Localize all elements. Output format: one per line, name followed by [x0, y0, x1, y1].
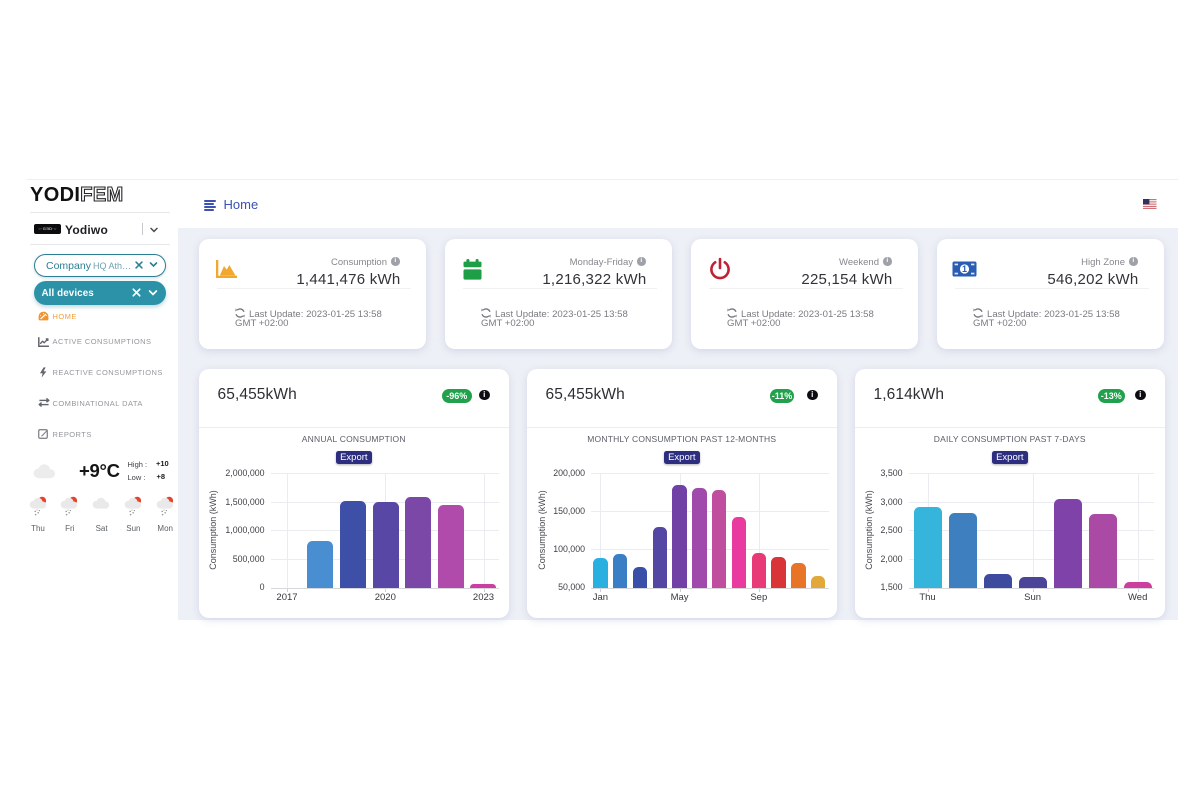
svg-text:1: 1 [962, 264, 967, 274]
